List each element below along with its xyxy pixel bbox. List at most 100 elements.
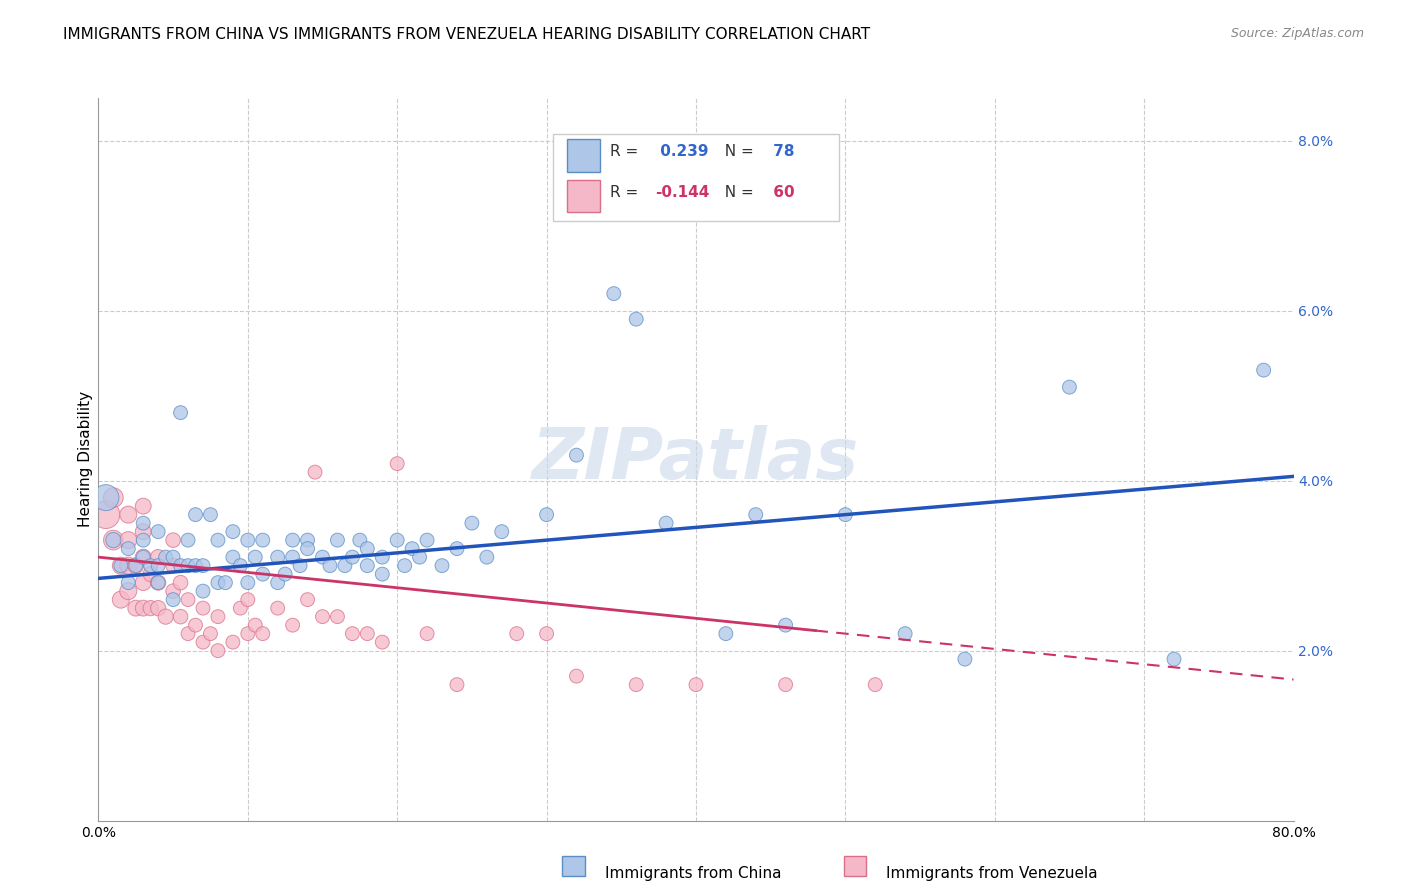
Point [333, 558, 356, 573]
Point [446, 541, 468, 556]
Point [297, 592, 319, 607]
Point [714, 626, 737, 640]
Point [191, 558, 214, 573]
Point [110, 558, 132, 573]
Point [311, 550, 333, 565]
Point [775, 618, 797, 632]
Point [356, 626, 378, 640]
Text: -0.144: -0.144 [655, 185, 710, 200]
Point [200, 508, 222, 522]
Point [222, 635, 245, 649]
Point [169, 558, 191, 573]
Point [894, 626, 917, 640]
Point [775, 678, 797, 692]
Point [371, 567, 394, 582]
Point [169, 406, 191, 420]
Point [155, 550, 177, 565]
Point [117, 541, 139, 556]
Point [184, 508, 207, 522]
Point [536, 508, 558, 522]
Point [252, 626, 274, 640]
Point [117, 584, 139, 599]
Point [125, 601, 148, 615]
Point [408, 550, 430, 565]
Point [953, 652, 976, 666]
Point [281, 618, 304, 632]
Bar [567, 139, 600, 171]
Point [162, 550, 184, 565]
Point [148, 558, 170, 573]
Point [103, 533, 125, 548]
Point [236, 592, 259, 607]
Point [229, 558, 252, 573]
Point [834, 508, 856, 522]
Point [191, 635, 214, 649]
Point [655, 516, 678, 530]
Point [177, 533, 200, 548]
Point [565, 448, 588, 462]
Text: N =: N = [716, 144, 759, 159]
Point [132, 550, 155, 565]
Point [475, 550, 498, 565]
Point [169, 609, 191, 624]
Point [177, 626, 200, 640]
Point [207, 533, 229, 548]
Point [236, 533, 259, 548]
Point [685, 678, 707, 692]
Point [214, 575, 236, 590]
Point [342, 626, 364, 640]
Point [416, 533, 439, 548]
Point [1059, 380, 1081, 394]
Point [304, 465, 326, 479]
Text: 0.239: 0.239 [655, 144, 709, 159]
Point [207, 643, 229, 657]
Point [281, 533, 304, 548]
Point [349, 533, 371, 548]
Point [865, 678, 887, 692]
Point [371, 550, 394, 565]
Point [207, 609, 229, 624]
Point [245, 618, 267, 632]
Point [319, 558, 342, 573]
Point [103, 533, 125, 548]
Point [162, 592, 184, 607]
Point [110, 592, 132, 607]
Text: IMMIGRANTS FROM CHINA VS IMMIGRANTS FROM VENEZUELA HEARING DISABILITY CORRELATIO: IMMIGRANTS FROM CHINA VS IMMIGRANTS FROM… [63, 27, 870, 42]
Point [222, 524, 245, 539]
Y-axis label: Hearing Disability: Hearing Disability [77, 392, 93, 527]
Bar [553, 134, 839, 221]
Point [252, 533, 274, 548]
Point [207, 575, 229, 590]
Text: ZIPatlas: ZIPatlas [533, 425, 859, 494]
Point [446, 678, 468, 692]
Point [132, 524, 155, 539]
Point [536, 626, 558, 640]
Text: Immigrants from Venezuela: Immigrants from Venezuela [886, 866, 1098, 881]
Point [148, 601, 170, 615]
Point [430, 558, 453, 573]
Text: R =: R = [610, 144, 643, 159]
Point [267, 550, 290, 565]
Point [162, 584, 184, 599]
Point [274, 567, 297, 582]
Point [110, 558, 132, 573]
Point [103, 491, 125, 505]
Point [148, 575, 170, 590]
Text: N =: N = [716, 185, 759, 200]
Point [132, 499, 155, 513]
Point [155, 609, 177, 624]
Point [139, 567, 162, 582]
Point [177, 592, 200, 607]
Point [117, 575, 139, 590]
Point [371, 635, 394, 649]
Text: R =: R = [610, 185, 643, 200]
Point [326, 609, 349, 624]
Point [297, 533, 319, 548]
Point [565, 669, 588, 683]
Point [177, 558, 200, 573]
Point [356, 558, 378, 573]
Point [288, 558, 311, 573]
Point [200, 626, 222, 640]
Point [184, 558, 207, 573]
Point [229, 601, 252, 615]
